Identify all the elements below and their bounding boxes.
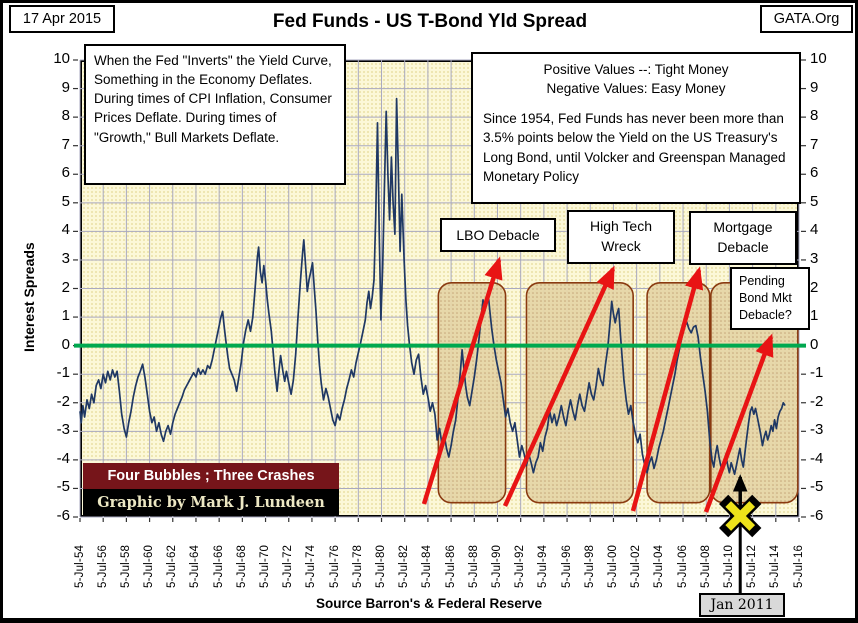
x-tick-label: 5-Jul-12 — [746, 544, 759, 588]
x-tick-label: 5-Jul-56 — [96, 544, 109, 588]
red-arrows — [421, 256, 774, 513]
x-tick-label: 5-Jul-58 — [119, 544, 132, 588]
x-tick-label: 5-Jul-84 — [421, 544, 434, 588]
y-tick-label: 0 — [810, 335, 819, 353]
y-tick-label: 1 — [810, 307, 819, 325]
org-box: GATA.Org — [760, 5, 853, 33]
y-tick-label: 5 — [810, 192, 819, 210]
x-tick-label: 5-Jul-60 — [143, 544, 156, 588]
y-tick-label: 6 — [61, 164, 70, 182]
y-tick-label: 2 — [61, 278, 70, 296]
x-tick-label: 5-Jul-54 — [73, 544, 86, 588]
y-tick-label: 5 — [61, 192, 70, 210]
lbo-debacle-label: LBO Debacle — [440, 218, 556, 252]
y-tick-label: -2 — [56, 392, 70, 410]
jan-2011-label: Jan 2011 — [699, 593, 785, 617]
x-tick-label: 5-Jul-14 — [769, 544, 782, 588]
source-label: Source Barron's & Federal Reserve — [315, 596, 543, 611]
y-tick-label: -5 — [56, 478, 70, 496]
red-arrow — [421, 256, 503, 505]
x-tick-label: 5-Jul-74 — [305, 544, 318, 588]
x-tick-label: 5-Jul-98 — [583, 544, 596, 588]
y-tick-label: 4 — [61, 221, 70, 239]
high-tech-wreck-label: High Tech Wreck — [567, 210, 675, 264]
x-tick-label: 5-Jul-94 — [537, 544, 550, 588]
four-bubbles-banner: Four Bubbles ; Three Crashes — [83, 463, 339, 489]
y-tick-label: -5 — [810, 478, 824, 496]
x-tick-label: 5-Jul-00 — [606, 544, 619, 588]
y-tick-label: 6 — [810, 164, 819, 182]
y-tick-label: -3 — [810, 421, 824, 439]
org-label: GATA.Org — [773, 11, 840, 27]
x-tick-label: 5-Jul-04 — [653, 544, 666, 588]
y-axis-title: Interest Spreads — [21, 242, 37, 352]
y-tick-label: 10 — [53, 50, 70, 67]
y-tick-label: 10 — [810, 50, 827, 67]
date-box: 17 Apr 2015 — [9, 5, 115, 33]
y-tick-label: -4 — [810, 449, 824, 467]
x-tick-label: 5-Jul-64 — [189, 544, 202, 588]
negative-values-line: Negative Values: Easy Money — [546, 81, 726, 97]
x-tick-label: 5-Jul-78 — [351, 544, 364, 588]
x-tick-label: 5-Jul-88 — [467, 544, 480, 588]
x-tick-label: 5-Jul-08 — [699, 544, 712, 588]
y-tick-label: 9 — [61, 78, 70, 96]
y-tick-label: 3 — [810, 249, 819, 267]
red-arrow — [502, 265, 616, 507]
y-tick-label: -4 — [56, 449, 70, 467]
x-tick-label: 5-Jul-86 — [444, 544, 457, 588]
y-tick-label: 3 — [61, 249, 70, 267]
x-tick-label: 5-Jul-10 — [722, 544, 735, 588]
x-tick-label: 5-Jul-02 — [630, 544, 643, 588]
positive-values-line: Positive Values --: Tight Money — [543, 62, 729, 77]
y-tick-label: 0 — [61, 335, 70, 353]
y-tick-label: 1 — [61, 307, 70, 325]
y-tick-label: 2 — [810, 278, 819, 296]
since-1954-paragraph: Since 1954, Fed Funds has never been mor… — [483, 111, 786, 184]
y-tick-label: 7 — [810, 135, 819, 153]
y-tick-label: 9 — [810, 78, 819, 96]
x-tick-label: 5-Jul-96 — [560, 544, 573, 588]
red-arrow — [703, 333, 774, 513]
page-title: Fed Funds - US T-Bond Yld Spread — [272, 11, 588, 32]
mortgage-debacle-label: Mortgage Debacle — [689, 211, 797, 265]
y-tick-label: 8 — [61, 107, 70, 125]
y-tick-label: 8 — [810, 107, 819, 125]
y-tick-label: -6 — [810, 507, 824, 524]
y-tick-label: -3 — [56, 421, 70, 439]
x-tick-label: 5-Jul-70 — [259, 544, 272, 588]
x-tick-label: 5-Jul-80 — [375, 544, 388, 588]
x-tick-label: 5-Jul-68 — [235, 544, 248, 588]
date-label: 17 Apr 2015 — [22, 11, 102, 27]
y-tick-label: 4 — [810, 221, 819, 239]
x-tick-label: 5-Jul-72 — [282, 544, 295, 588]
bubble-region — [525, 281, 634, 504]
pending-bond-mkt-label: Pending Bond Mkt Debacle? — [730, 267, 810, 330]
bubble-region — [646, 281, 711, 504]
x-tick-label: 5-Jul-66 — [212, 544, 225, 588]
x-tick-label: 5-Jul-16 — [792, 544, 805, 588]
y-tick-label: -1 — [810, 364, 824, 382]
yield-curve-annotation: When the Fed "Inverts" the Yield Curve, … — [84, 44, 346, 185]
tight-easy-money-annotation: Positive Values --: Tight Money Negative… — [471, 52, 801, 204]
x-tick-label: 5-Jul-76 — [328, 544, 341, 588]
y-tick-label: -2 — [810, 392, 824, 410]
y-tick-label: -1 — [56, 364, 70, 382]
x-tick-label: 5-Jul-92 — [514, 544, 527, 588]
x-tick-label: 5-Jul-62 — [166, 544, 179, 588]
y-tick-label: 7 — [61, 135, 70, 153]
x-tick-label: 5-Jul-90 — [490, 544, 503, 588]
y-tick-label: -6 — [56, 507, 70, 524]
x-tick-label: 5-Jul-82 — [398, 544, 411, 588]
x-tick-label: 5-Jul-06 — [676, 544, 689, 588]
red-arrow — [630, 266, 704, 512]
credit-banner: Graphic by Mark J. Lundeen — [83, 489, 339, 516]
